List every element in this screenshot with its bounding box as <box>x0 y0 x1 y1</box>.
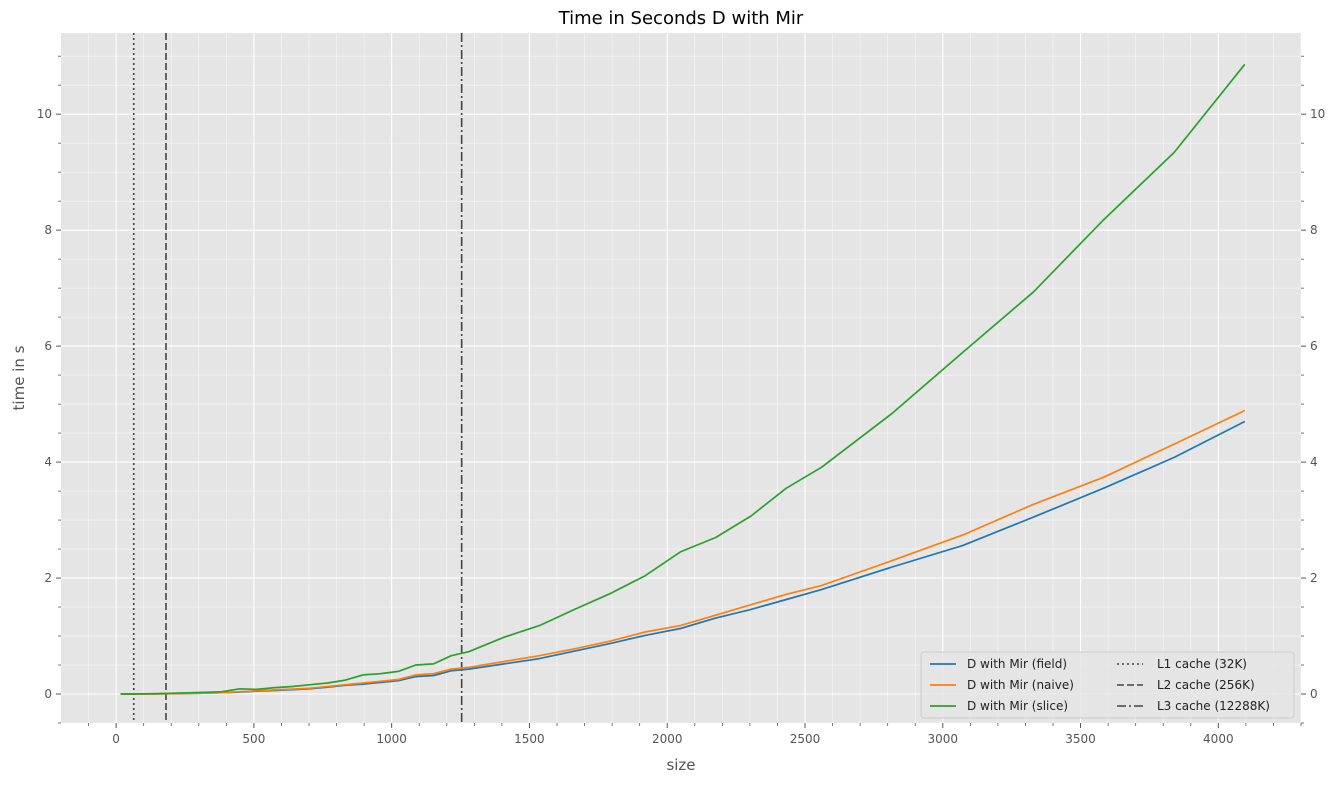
legend-label-series: D with Mir (field) <box>967 657 1067 671</box>
y-tick-label-left: 10 <box>37 107 52 121</box>
x-tick-label: 4000 <box>1203 732 1234 746</box>
y-tick-label-left: 6 <box>44 339 52 353</box>
chart-title: Time in Seconds D with Mir <box>558 8 804 29</box>
cache-lines <box>132 33 463 723</box>
y-tick-label-right: 10 <box>1310 107 1325 121</box>
axis-tick-labels: 0 500 1000 1500 2000 2500 3000 3500 4000 0 0 2 2 4 4 6 6… <box>37 107 1326 746</box>
x-tick-label: 3500 <box>1065 732 1096 746</box>
y-tick-label-right: 4 <box>1310 455 1318 469</box>
y-tick-label-right: 0 <box>1310 687 1318 701</box>
legend-label-cache: L2 cache (256K) <box>1157 678 1255 692</box>
legend: D with Mir (field) D with Mir (naive) D wi… <box>920 651 1295 719</box>
x-tick-label: 3000 <box>928 732 959 746</box>
series-line-2 <box>120 409 1246 695</box>
y-tick-label-left: 2 <box>44 571 52 585</box>
x-tick-label: 500 <box>242 732 265 746</box>
x-tick-label: 1000 <box>376 732 407 746</box>
series-line-3 <box>120 63 1246 695</box>
y-tick-label-left: 8 <box>44 223 52 237</box>
axis-ticks <box>56 55 1306 728</box>
legend-box <box>920 651 1295 719</box>
y-tick-label-left: 4 <box>44 455 52 469</box>
x-tick-label: 0 <box>112 732 120 746</box>
y-axis-label: time in s <box>10 345 28 410</box>
legend-label-series: D with Mir (slice) <box>967 699 1068 713</box>
y-tick-label-right: 6 <box>1310 339 1318 353</box>
x-tick-label: 2500 <box>790 732 821 746</box>
x-axis-label: size <box>666 756 695 774</box>
plot-background <box>61 33 1301 723</box>
legend-label-cache: L1 cache (32K) <box>1157 657 1247 671</box>
series-lines <box>120 63 1246 695</box>
y-tick-label-left: 0 <box>44 687 52 701</box>
legend-label-cache: L3 cache (12288K) <box>1157 699 1270 713</box>
x-tick-label: 2000 <box>652 732 683 746</box>
legend-label-series: D with Mir (naive) <box>967 678 1074 692</box>
y-tick-label-right: 2 <box>1310 571 1318 585</box>
y-tick-label-right: 8 <box>1310 223 1318 237</box>
x-tick-label: 1500 <box>514 732 545 746</box>
